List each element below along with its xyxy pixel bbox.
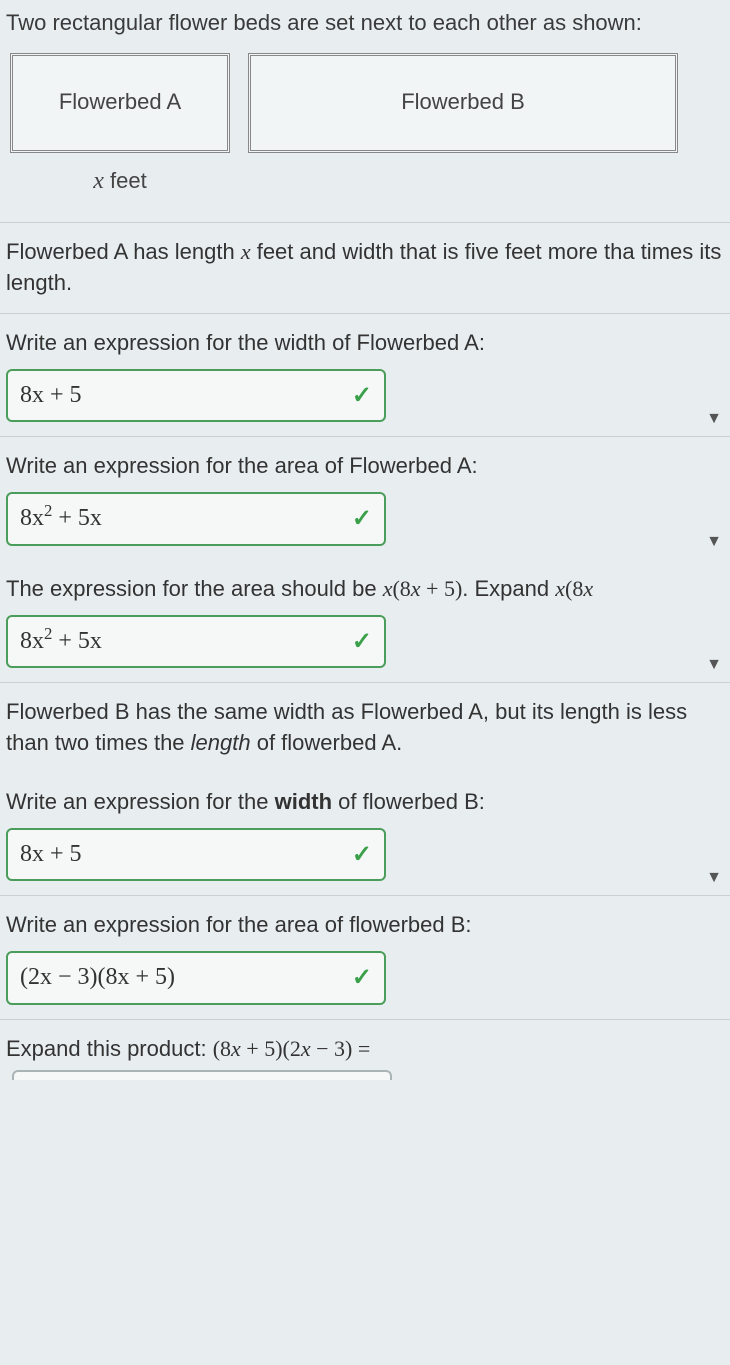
question-prompt: Write an expression for the width of Flo… (6, 328, 724, 359)
check-icon: ✓ (352, 961, 372, 995)
worksheet: Two rectangular flower beds are set next… (0, 0, 730, 1094)
check-icon: ✓ (352, 838, 372, 872)
answer-row: 8x + 5 ✓ (6, 369, 724, 423)
answer-input[interactable] (12, 1070, 392, 1080)
answer-row: 8x2 + 5x ✓ (6, 492, 724, 546)
chevron-down-icon[interactable]: ▼ (706, 654, 722, 676)
check-icon: ✓ (352, 379, 372, 413)
question-section: The expression for the area should be x(… (0, 560, 730, 682)
question-section: Flowerbed B has the same width as Flower… (0, 682, 730, 773)
answer-row: (2x − 3)(8x + 5) ✓ (6, 951, 724, 1005)
answer-row: 8x2 + 5x ✓ (6, 615, 724, 669)
intro-text: Two rectangular flower beds are set next… (0, 0, 730, 53)
question-prompt: Flowerbed B has the same width as Flower… (6, 697, 724, 759)
x-feet-label: x feet (0, 157, 240, 223)
question-section: Flowerbed A has length x feet and width … (0, 222, 730, 313)
answer-value: 8x2 + 5x (20, 625, 102, 659)
answer-value: 8x2 + 5x (20, 502, 102, 536)
answer-value: 8x + 5 (20, 379, 82, 413)
chevron-down-icon[interactable]: ▼ (706, 531, 722, 553)
answer-row: 8x + 5 ✓ (6, 828, 724, 882)
question-prompt: Expand this product: (8x + 5)(2x − 3) = (6, 1034, 724, 1065)
question-section: Write an expression for the area of flow… (0, 895, 730, 1018)
check-icon: ✓ (352, 502, 372, 536)
question-prompt: Write an expression for the area of flow… (6, 910, 724, 941)
question-prompt: The expression for the area should be x(… (6, 574, 724, 605)
question-prompt: Flowerbed A has length x feet and width … (6, 237, 724, 299)
question-section: Write an expression for the width of flo… (0, 773, 730, 895)
answer-value: 8x + 5 (20, 838, 82, 872)
question-section: Write an expression for the area of Flow… (0, 436, 730, 559)
question-prompt: Write an expression for the width of flo… (6, 787, 724, 818)
flowerbed-diagram: Flowerbed A Flowerbed B (0, 53, 730, 157)
question-prompt: Write an expression for the area of Flow… (6, 451, 724, 482)
check-icon: ✓ (352, 625, 372, 659)
chevron-down-icon[interactable]: ▼ (706, 408, 722, 430)
flowerbed-b-box: Flowerbed B (248, 53, 678, 153)
answer-input[interactable]: 8x + 5 ✓ (6, 828, 386, 882)
answer-input[interactable]: (2x − 3)(8x + 5) ✓ (6, 951, 386, 1005)
flowerbed-a-box: Flowerbed A (10, 53, 230, 153)
answer-value: (2x − 3)(8x + 5) (20, 961, 175, 995)
answer-input[interactable]: 8x2 + 5x ✓ (6, 615, 386, 669)
answer-input[interactable]: 8x + 5 ✓ (6, 369, 386, 423)
answer-input[interactable]: 8x2 + 5x ✓ (6, 492, 386, 546)
question-section: Write an expression for the width of Flo… (0, 313, 730, 436)
chevron-down-icon[interactable]: ▼ (706, 867, 722, 889)
question-section: Expand this product: (8x + 5)(2x − 3) = (0, 1019, 730, 1095)
